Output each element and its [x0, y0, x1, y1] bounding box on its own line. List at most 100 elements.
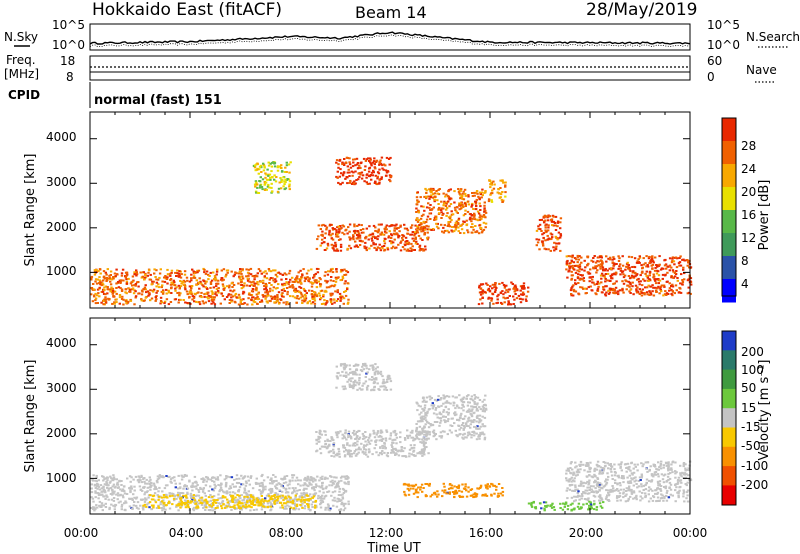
- date-label: 28/May/2019: [586, 0, 698, 20]
- power-data-cell: [406, 248, 409, 251]
- power-data-cell: [257, 283, 260, 286]
- vel-data-cell: [159, 475, 162, 478]
- power-data-cell: [430, 229, 433, 231]
- power-data-cell: [158, 272, 162, 275]
- vel-data-cell: [600, 483, 603, 486]
- power-data-cell: [387, 236, 390, 239]
- vel-data-cell: [337, 448, 340, 451]
- power-data-cell: [273, 178, 276, 181]
- power-data-cell: [469, 213, 472, 215]
- power-data-cell: [200, 282, 203, 285]
- power-data-cell: [282, 185, 285, 188]
- power-data-cell: [335, 233, 338, 236]
- vel-data-cell: [370, 439, 373, 442]
- vel-data-cell: [449, 402, 452, 405]
- power-data-cell: [657, 285, 660, 288]
- power-data-cell: [333, 301, 336, 304]
- power-data-cell: [94, 292, 97, 295]
- power-data-cell: [606, 269, 609, 272]
- power-data-cell: [474, 231, 477, 234]
- power-data-cell: [341, 224, 344, 227]
- power-data-cell: [190, 273, 193, 276]
- power-data-cell: [144, 272, 147, 275]
- power-data-cell: [266, 291, 270, 294]
- vel-data-cell: [138, 476, 141, 479]
- vel-data-cell: [428, 395, 431, 398]
- power-data-cell: [682, 266, 685, 269]
- power-data-cell: [178, 294, 181, 297]
- power-data-cell: [313, 293, 317, 296]
- power-data-cell: [650, 259, 653, 261]
- power-data-cell: [182, 279, 185, 282]
- power-data-cell: [145, 291, 148, 294]
- power-data-cell: [368, 225, 371, 228]
- vel-data-cell: [163, 487, 167, 490]
- power-data-cell: [353, 180, 356, 183]
- power-data-cell: [388, 174, 392, 177]
- vel-data-cell: [343, 362, 346, 365]
- power-data-cell: [304, 294, 307, 297]
- vel-data-cell: [341, 433, 344, 436]
- vel-data-cell: [660, 460, 663, 463]
- power-data-cell: [313, 295, 316, 298]
- vel-data-cell: [268, 482, 272, 485]
- power-data-cell: [500, 303, 504, 305]
- power-data-cell: [343, 268, 346, 271]
- power-data-cell: [267, 294, 270, 297]
- power-data-cell: [522, 285, 525, 287]
- vel-data-cell: [366, 443, 369, 446]
- vel-data-cell: [259, 490, 263, 493]
- vel-data-cell: [384, 386, 388, 389]
- power-data-cell: [339, 227, 342, 230]
- power-data-cell: [335, 229, 338, 232]
- vel-data-cell: [251, 494, 255, 497]
- vel-data-cell: [472, 406, 475, 409]
- power-data-cell: [641, 291, 644, 294]
- vel-data-cell: [478, 418, 481, 421]
- nave-tick-bottom: 0: [707, 70, 715, 84]
- vel-data-cell: [464, 415, 467, 418]
- power-data-cell: [371, 161, 375, 164]
- power-data-cell: [285, 278, 288, 280]
- power-data-cell: [289, 278, 292, 281]
- power-data-cell: [507, 302, 510, 304]
- power-data-cell: [351, 165, 355, 168]
- vel-data-cell: [120, 505, 123, 508]
- vel-data-cell: [425, 396, 429, 399]
- power-data-cell: [476, 210, 480, 213]
- power-data-cell: [349, 179, 352, 182]
- power-data-cell: [456, 212, 459, 214]
- power-data-cell: [284, 178, 287, 181]
- vel-data-cell: [328, 444, 331, 447]
- power-data-cell: [338, 292, 342, 295]
- vel-data-cell: [372, 429, 375, 432]
- vel-data-cell: [460, 424, 464, 426]
- power-data-cell: [635, 289, 638, 292]
- power-data-cell: [471, 217, 474, 220]
- vel-data-cell: [113, 508, 116, 511]
- vel-data-cell: [349, 380, 353, 383]
- power-data-cell: [581, 274, 584, 277]
- power-data-cell: [369, 174, 372, 176]
- power-data-cell: [470, 231, 473, 234]
- power-data-cell: [120, 288, 124, 291]
- power-data-cell: [442, 192, 445, 195]
- power-data-cell: [137, 281, 140, 283]
- power-data-cell: [163, 276, 166, 279]
- vel-data-cell: [338, 455, 341, 458]
- vel-data-cell: [430, 397, 433, 399]
- power-data-cell: [574, 271, 578, 274]
- vel-data-cell: [628, 485, 631, 488]
- vel-data-cell: [401, 450, 405, 453]
- vel-data-cell: [439, 398, 442, 401]
- power-data-cell: [265, 277, 269, 280]
- power-data-cell: [438, 206, 441, 209]
- power-data-cell: [526, 290, 530, 293]
- power-data-cell: [310, 293, 313, 296]
- power-data-cell: [262, 295, 265, 298]
- power-data-cell: [269, 287, 272, 290]
- power-data-cell: [264, 172, 267, 175]
- vel-data-cell: [385, 454, 389, 457]
- power-data-cell: [581, 286, 584, 289]
- power-data-cell: [325, 228, 328, 231]
